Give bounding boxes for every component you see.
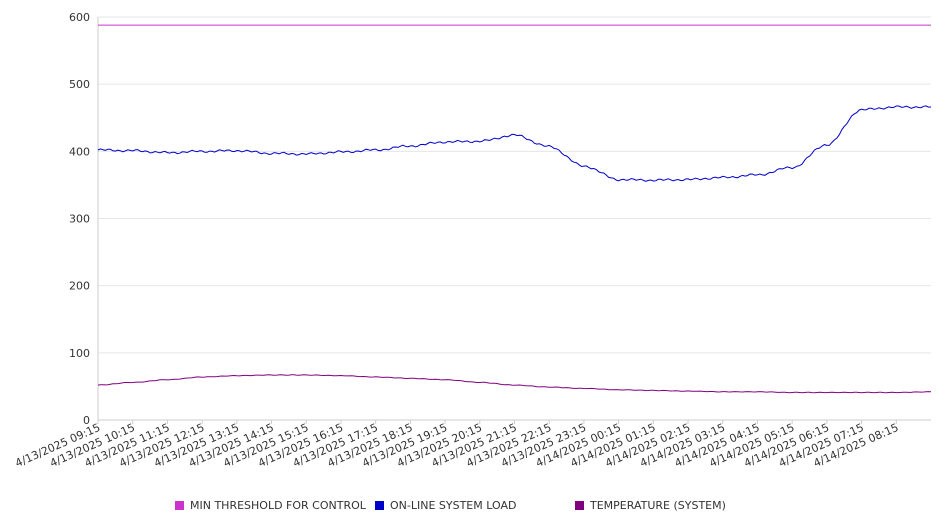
y-tick-label: 400 (69, 145, 90, 158)
y-tick-label: 100 (69, 347, 90, 360)
series-lines (97, 24, 932, 394)
legend-swatch-system-load (375, 500, 384, 510)
y-tick-label: 200 (69, 280, 90, 293)
series-line-2 (97, 374, 932, 394)
y-tick-label: 300 (69, 213, 90, 226)
x-axis-tick-labels: 4/13/2025 09:154/13/2025 10:154/13/2025 … (13, 420, 901, 470)
y-tick-label: 600 (69, 11, 90, 24)
legend-label-threshold: MIN THRESHOLD FOR CONTROL (190, 498, 366, 512)
legend-label-system-load: ON-LINE SYSTEM LOAD (390, 498, 517, 512)
legend-swatch-threshold (175, 500, 184, 510)
y-axis-tick-labels: 0 100 200 300 400 500 600 (69, 11, 90, 427)
series-line-1 (97, 105, 932, 182)
legend-swatch-temperature (575, 500, 584, 510)
legend-label-temperature: TEMPERATURE (SYSTEM) (590, 498, 726, 512)
legend: TEMPERATURE (SYSTEM) (575, 497, 726, 513)
gridlines (98, 16, 931, 421)
y-tick-label: 500 (69, 78, 90, 91)
y-tick-label: 0 (83, 414, 90, 427)
legend: MIN THRESHOLD FOR CONTROL (175, 497, 366, 513)
legend: ON-LINE SYSTEM LOAD (375, 497, 516, 513)
